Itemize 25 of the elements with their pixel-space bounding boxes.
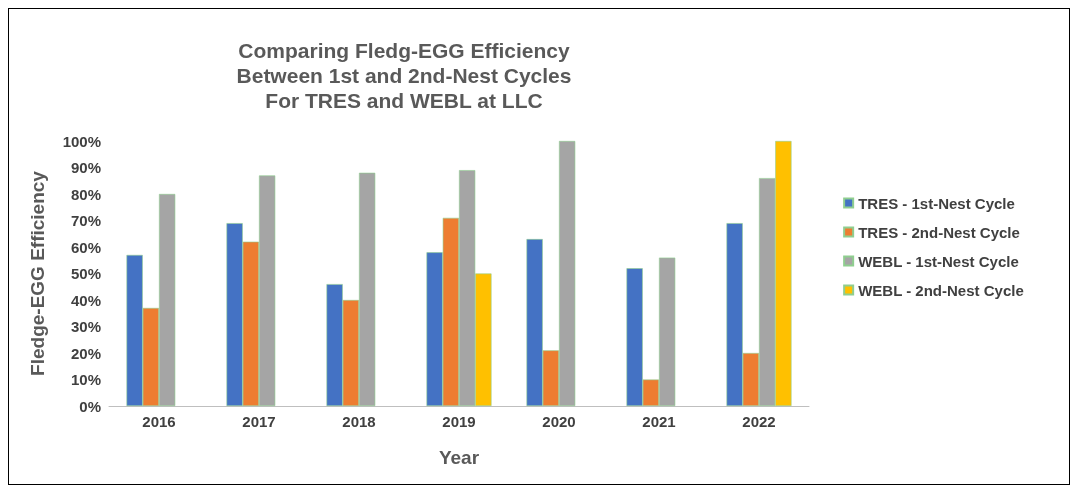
legend-label: TRES - 1st-Nest Cycle xyxy=(858,194,1015,212)
y-tick-label: 30% xyxy=(70,318,101,335)
x-tick-label: 2022 xyxy=(742,413,776,430)
x-axis-title: Year xyxy=(438,447,480,468)
x-tick-label: 2017 xyxy=(242,413,276,430)
y-tick-label: 60% xyxy=(70,238,101,256)
y-tick-label: 90% xyxy=(70,159,101,176)
y-axis-title: Fledge-EGG Efficiency xyxy=(27,170,48,376)
x-tick-label: 2018 xyxy=(342,413,376,430)
chart-title: Comparing Fledg-EGG Efficiency Between 1st and 2nd-Nest Cycles For TRES and WEBL at LLC xyxy=(236,39,572,112)
y-tick-label: 20% xyxy=(70,344,101,362)
y-tick-label: 70% xyxy=(70,212,101,229)
x-tick-label: 2020 xyxy=(542,413,576,430)
legend-label: WEBL - 2nd-Nest Cycle xyxy=(858,281,1024,299)
legend-label: WEBL - 1st-Nest Cycle xyxy=(858,252,1019,270)
x-tick-label: 2021 xyxy=(642,413,676,430)
y-tick-label: 80% xyxy=(70,185,101,203)
y-tick-label: 50% xyxy=(70,265,101,282)
legend-label: TRES - 2nd-Nest Cycle xyxy=(858,223,1020,241)
y-tick-label: 40% xyxy=(70,291,101,309)
x-tick-label: 2019 xyxy=(442,413,476,430)
y-tick-label: 10% xyxy=(70,371,101,388)
y-tick-label: 0% xyxy=(79,397,101,415)
y-tick-label: 100% xyxy=(62,132,101,150)
x-tick-label: 2016 xyxy=(142,413,176,430)
